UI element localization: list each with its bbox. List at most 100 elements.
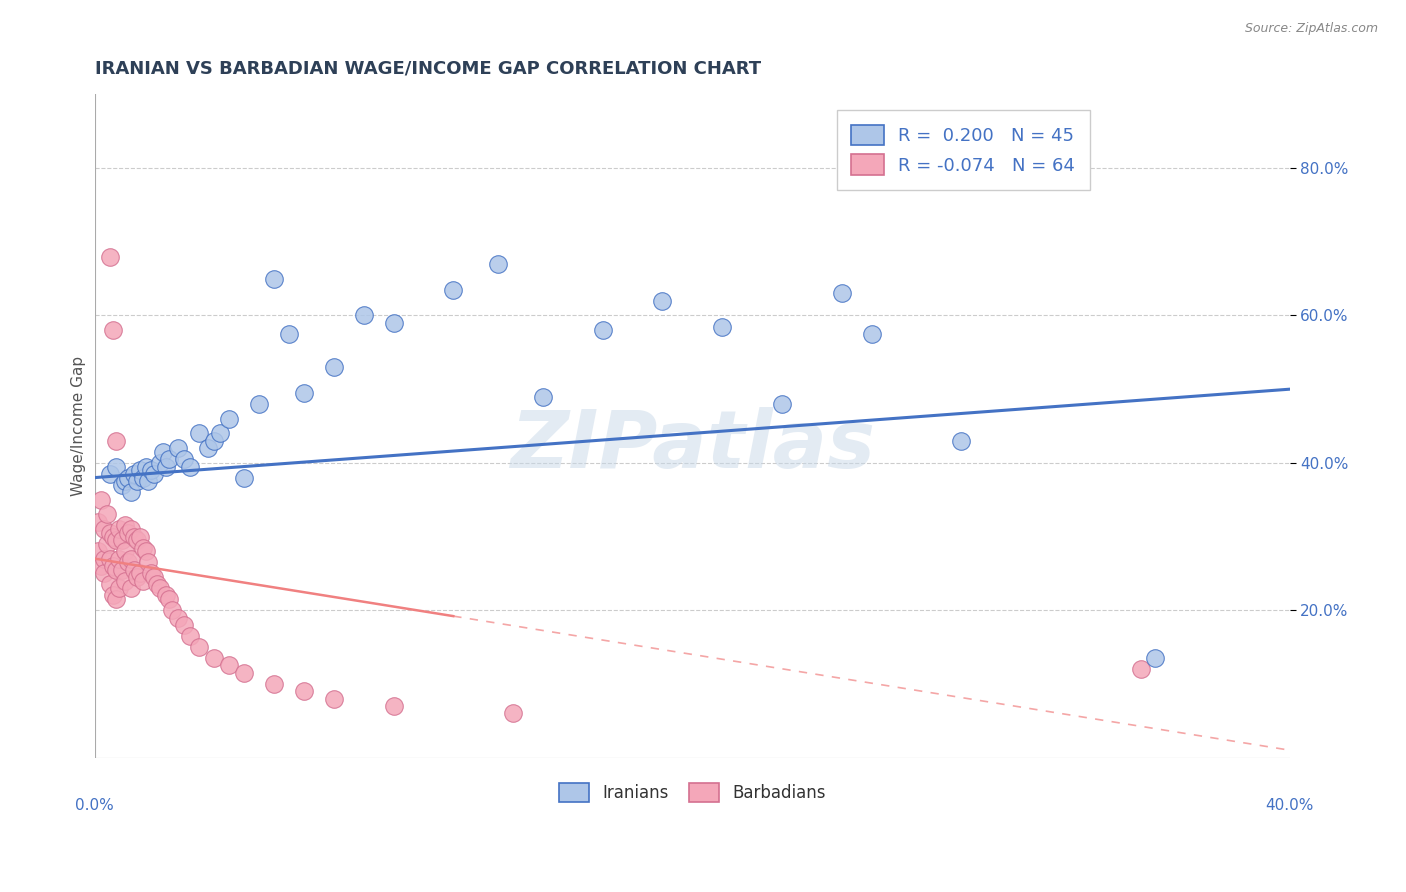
Point [128, 529, 150, 543]
Point [233, 665, 256, 680]
Point [950, 434, 973, 448]
Point [117, 470, 139, 484]
Point [114, 518, 136, 533]
Point [104, 592, 127, 607]
Point [167, 610, 190, 624]
Point [149, 456, 172, 470]
Point [104, 533, 127, 548]
Point [197, 441, 219, 455]
Point [322, 360, 344, 375]
Legend: Iranians, Barbadians: Iranians, Barbadians [553, 776, 832, 809]
Point [117, 525, 139, 540]
Point [114, 574, 136, 588]
Point [263, 677, 285, 691]
Point [247, 397, 270, 411]
Point [382, 698, 405, 713]
Point [155, 459, 177, 474]
Point [120, 485, 142, 500]
Point [107, 581, 129, 595]
Point [292, 385, 315, 400]
Point [173, 618, 195, 632]
Point [93, 522, 115, 536]
Point [149, 581, 172, 595]
Point [179, 459, 201, 474]
Point [157, 452, 180, 467]
Point [90, 492, 112, 507]
Point [188, 426, 211, 441]
Point [202, 434, 225, 448]
Point [128, 463, 150, 477]
Text: Source: ZipAtlas.com: Source: ZipAtlas.com [1244, 22, 1378, 36]
Point [122, 467, 145, 481]
Point [101, 589, 124, 603]
Y-axis label: Wage/Income Gap: Wage/Income Gap [72, 356, 86, 496]
Point [101, 559, 124, 574]
Point [162, 603, 184, 617]
Point [117, 555, 139, 569]
Point [218, 658, 240, 673]
Point [110, 533, 132, 548]
Point [292, 684, 315, 698]
Point [128, 566, 150, 581]
Point [188, 640, 211, 654]
Point [90, 559, 112, 574]
Point [98, 525, 121, 540]
Point [98, 551, 121, 566]
Point [131, 541, 153, 555]
Point [155, 589, 177, 603]
Point [711, 319, 734, 334]
Point [152, 445, 174, 459]
Point [104, 563, 127, 577]
Point [1144, 651, 1167, 665]
Point [179, 629, 201, 643]
Text: ZIPatlas: ZIPatlas [510, 407, 875, 485]
Point [502, 706, 524, 721]
Point [125, 475, 148, 489]
Point [382, 316, 405, 330]
Point [101, 529, 124, 543]
Point [120, 581, 142, 595]
Point [770, 397, 793, 411]
Point [218, 411, 240, 425]
Point [146, 577, 169, 591]
Point [122, 529, 145, 543]
Point [143, 570, 166, 584]
Point [531, 390, 554, 404]
Point [120, 551, 142, 566]
Point [651, 293, 673, 308]
Point [209, 426, 232, 441]
Point [96, 537, 118, 551]
Point [141, 463, 163, 477]
Point [134, 459, 156, 474]
Point [831, 286, 853, 301]
Point [107, 551, 129, 566]
Point [93, 551, 115, 566]
Text: 0.0%: 0.0% [76, 798, 114, 814]
Point [86, 515, 108, 529]
Point [131, 470, 153, 484]
Point [157, 592, 180, 607]
Point [167, 441, 190, 455]
Point [277, 326, 299, 341]
Point [96, 508, 118, 522]
Point [134, 544, 156, 558]
Point [860, 326, 883, 341]
Point [173, 452, 195, 467]
Point [143, 467, 166, 481]
Point [441, 283, 464, 297]
Point [138, 555, 160, 569]
Point [233, 470, 256, 484]
Point [98, 577, 121, 591]
Point [263, 271, 285, 285]
Point [104, 459, 127, 474]
Point [107, 522, 129, 536]
Point [98, 467, 121, 481]
Point [114, 475, 136, 489]
Point [101, 323, 124, 337]
Point [322, 691, 344, 706]
Point [202, 651, 225, 665]
Point [141, 566, 163, 581]
Point [1129, 662, 1152, 676]
Point [114, 544, 136, 558]
Point [486, 257, 509, 271]
